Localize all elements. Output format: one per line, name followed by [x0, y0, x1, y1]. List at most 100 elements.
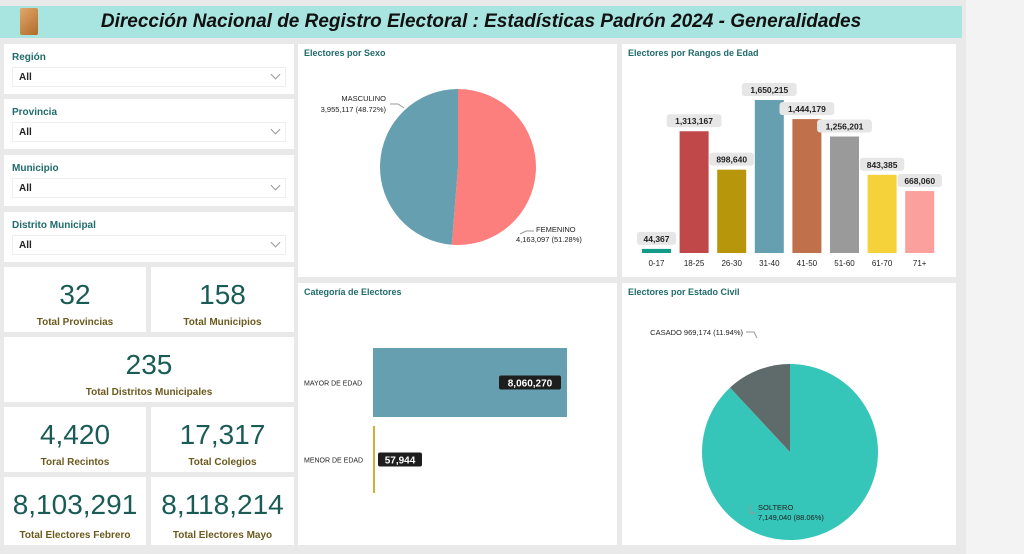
kpi-card: 8,103,291 Total Electores Febrero — [4, 477, 146, 545]
bar-menor-de-edad — [373, 426, 375, 493]
kpi-label: Total Colegios — [188, 457, 257, 468]
edad-chart-panel: Electores por Rangos de Edad 44,367 0-17 1… — [622, 44, 956, 277]
y-tick-label: MENOR DE EDAD — [304, 458, 363, 465]
kpi-value: 235 — [125, 349, 173, 380]
kpi-value: 17,317 — [179, 419, 266, 450]
title-bar: Dirección Nacional de Registro Electoral… — [0, 6, 962, 38]
data-label: 1,256,201 — [826, 122, 864, 132]
x-tick-label: 18-25 — [684, 259, 705, 268]
pie-slice-casado — [730, 364, 790, 452]
data-label-bg — [636, 231, 677, 245]
leader-line — [519, 230, 534, 235]
bar-41-50 — [792, 119, 822, 254]
bar-71+ — [905, 191, 935, 253]
chevron-down-icon — [270, 124, 281, 135]
slicer-region: Región All — [4, 44, 294, 94]
x-tick-label: 41-50 — [797, 259, 818, 268]
kpi-label: Toral Recintos — [40, 457, 110, 468]
kpi-value: 4,420 — [39, 419, 111, 450]
leader-line — [390, 103, 405, 109]
chart-title: Electores por Sexo — [304, 48, 386, 58]
data-label: 843,385 — [867, 160, 898, 170]
data-label-bg — [817, 119, 872, 133]
slice-label-name: SOLTERO — [758, 503, 793, 512]
data-label-bg — [779, 102, 835, 116]
kpi-value: 8,103,291 — [12, 489, 138, 520]
page-title: Dirección Nacional de Registro Electoral… — [100, 11, 862, 32]
slice-label-name: FEMENINO — [536, 225, 576, 234]
leader-line — [749, 505, 756, 514]
kpi-card: 235 Total Distritos Municipales — [4, 337, 294, 402]
slicer-label: Provincia — [12, 107, 58, 118]
chart-title: Categoría de Electores — [304, 287, 402, 297]
data-label: 44,367 — [644, 234, 670, 244]
provincia-dropdown[interactable]: All — [12, 122, 286, 142]
data-label: 8,060,270 — [508, 379, 553, 390]
sexo-chart-panel: Electores por Sexo FEMENINO 4,163,097 (51… — [298, 44, 617, 277]
y-tick-label: MAYOR DE EDAD — [304, 381, 362, 388]
bar-61-70 — [867, 174, 897, 253]
leader-line — [746, 331, 758, 339]
slicer-label: Distrito Municipal — [12, 220, 96, 231]
kpi-label: Total Electores Febrero — [19, 530, 131, 541]
data-label: 1,313,167 — [675, 116, 713, 126]
data-label-bg — [859, 157, 905, 171]
slicer-label: Región — [12, 52, 46, 63]
data-label: 898,640 — [716, 155, 747, 165]
x-tick-label: 31-40 — [759, 259, 780, 268]
bar-31-40 — [754, 100, 784, 253]
chevron-down-icon — [270, 180, 281, 191]
data-label-bg — [741, 83, 797, 96]
slice-label-name: MASCULINO — [341, 94, 386, 103]
kpi-card: 4,420 Toral Recintos — [4, 407, 146, 472]
bar-0-17 — [642, 248, 671, 253]
chevron-down-icon — [270, 69, 281, 80]
chart-title: Electores por Rangos de Edad — [628, 48, 759, 58]
data-label-bg — [709, 152, 754, 166]
x-tick-label: 0-17 — [648, 259, 665, 268]
kpi-value: 32 — [59, 279, 91, 310]
civil-chart-panel: Electores por Estado Civil SOLTERO 7,149,… — [622, 283, 956, 545]
slicer-municipio: Municipio All — [4, 155, 294, 206]
dropdown-value: All — [19, 183, 32, 194]
categoria-bar-chart: MAYOR DE EDAD 8,060,270 MENOR DE EDAD 57,94… — [304, 348, 567, 493]
kpi-card: 158 Total Municipios — [151, 267, 294, 332]
chart-title: Electores por Estado Civil — [628, 287, 740, 297]
chevron-down-icon — [270, 237, 281, 248]
dropdown-value: All — [19, 240, 32, 251]
data-label-bg — [378, 452, 422, 467]
kpi-label: Total Distritos Municipales — [85, 387, 213, 398]
jce-logo — [20, 8, 38, 35]
region-dropdown[interactable]: All — [12, 67, 286, 87]
data-label: 1,650,215 — [750, 85, 788, 95]
kpi-card: 17,317 Total Colegios — [151, 407, 294, 472]
slice-label-value: 3,955,117 (48.72%) — [321, 105, 387, 114]
municipio-dropdown[interactable]: All — [12, 178, 286, 198]
distrito-dropdown[interactable]: All — [12, 235, 286, 255]
data-label-bg — [666, 114, 722, 128]
bar-51-60 — [830, 136, 859, 253]
data-label: 57,944 — [385, 456, 416, 467]
x-tick-label: 71+ — [913, 259, 927, 268]
kpi-label: Total Municipios — [183, 317, 262, 328]
pie-slice-masculino — [379, 89, 458, 245]
kpi-value: 158 — [199, 279, 246, 310]
data-label-bg — [897, 174, 942, 188]
data-label-bg — [499, 375, 561, 390]
slicer-provincia: Provincia All — [4, 99, 294, 149]
slicer-distrito: Distrito Municipal All — [4, 212, 294, 262]
pie-slice-femenino — [451, 89, 536, 245]
dropdown-value: All — [19, 127, 32, 138]
x-tick-label: 61-70 — [872, 259, 893, 268]
kpi-value: 8,118,214 — [161, 489, 284, 520]
data-label: 668,060 — [904, 176, 935, 186]
bar-18-25 — [679, 131, 709, 253]
categoria-chart-panel: Categoría de Electores MAYOR DE EDAD 8,06… — [298, 283, 617, 545]
slice-label-value: 7,149,040 (88.06%) — [758, 513, 824, 522]
x-tick-label: 26-30 — [721, 259, 742, 268]
kpi-label: Total Electores Mayo — [172, 530, 273, 541]
slice-label: CASADO 969,174 (11.94%) — [650, 328, 743, 337]
slicer-label: Municipio — [12, 163, 59, 174]
